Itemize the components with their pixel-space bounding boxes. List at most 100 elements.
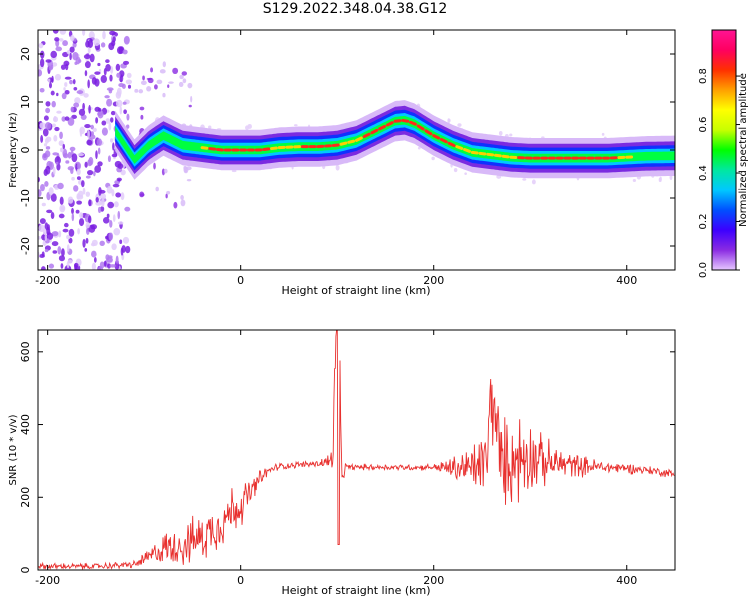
noise-blob xyxy=(56,92,59,97)
noise-blob xyxy=(125,245,131,254)
halo-spot xyxy=(509,133,513,137)
noise-blob xyxy=(51,231,59,237)
noise-blob xyxy=(86,139,93,146)
noise-blob xyxy=(115,192,122,198)
noise-blob xyxy=(44,122,52,130)
noise-blob xyxy=(87,129,90,139)
ridge-core xyxy=(401,118,410,123)
noise-blob xyxy=(89,53,95,63)
noise-blob xyxy=(107,201,115,209)
snr-y-tick-label: 200 xyxy=(19,487,32,508)
noise-blob xyxy=(42,128,49,137)
noise-blob xyxy=(110,65,114,74)
noise-blob xyxy=(97,108,102,112)
noise-blob xyxy=(39,218,46,224)
snr-y-tick-label: 600 xyxy=(19,341,32,362)
noise-blob xyxy=(38,69,43,77)
noise-blob xyxy=(109,220,113,228)
noise-blob xyxy=(62,152,69,159)
noise-blob xyxy=(172,67,179,75)
noise-blob xyxy=(154,84,158,90)
noise-blob xyxy=(78,108,86,116)
noise-blob xyxy=(39,87,45,93)
noise-blob xyxy=(49,82,52,89)
noise-blob xyxy=(140,114,144,120)
noise-blob xyxy=(75,209,80,214)
noise-blob xyxy=(61,248,65,257)
halo-spot xyxy=(632,179,637,183)
spectrogram-y-tick-label: 0 xyxy=(19,147,32,154)
noise-blob xyxy=(106,87,114,91)
colorbar-tick-label: 0.8 xyxy=(698,68,709,84)
noise-blob xyxy=(60,263,64,269)
ridge-core xyxy=(501,154,510,159)
noise-blob xyxy=(166,190,171,195)
noise-blob xyxy=(92,127,97,132)
noise-blob xyxy=(111,243,117,251)
noise-blob xyxy=(100,75,107,84)
noise-blob xyxy=(165,193,168,199)
noise-blob xyxy=(64,116,70,121)
colorbar-tick-label: 0.6 xyxy=(698,117,709,133)
noise-blob xyxy=(76,168,81,176)
noise-blob xyxy=(88,156,94,166)
halo-spot xyxy=(531,179,536,185)
noise-blob xyxy=(85,175,91,179)
noise-blob xyxy=(69,34,75,41)
noise-blob xyxy=(120,192,125,201)
spectrogram-y-tick-label: -10 xyxy=(19,189,32,207)
noise-blob xyxy=(52,30,59,34)
noise-blob xyxy=(100,198,105,207)
noise-blob xyxy=(106,98,113,107)
noise-blob xyxy=(62,143,66,150)
noise-blob xyxy=(79,126,85,135)
noise-blob xyxy=(95,197,99,203)
noise-blob xyxy=(53,134,58,142)
ridge-core xyxy=(262,147,271,152)
noise-blob xyxy=(88,104,91,114)
snr-x-axis-label: Height of straight line (km) xyxy=(281,584,430,597)
noise-blob xyxy=(71,213,75,222)
ridge-core xyxy=(378,124,386,131)
noise-blob xyxy=(119,77,123,82)
ridge-core xyxy=(362,132,371,139)
halo-spot xyxy=(448,118,451,123)
noise-blob xyxy=(127,84,132,89)
noise-blob xyxy=(115,63,121,72)
noise-blob xyxy=(140,80,147,86)
colorbar-tick-label: 0.2 xyxy=(698,214,709,230)
spectrogram-y-tick-label: -20 xyxy=(19,237,32,255)
noise-blob xyxy=(85,222,90,229)
noise-blob xyxy=(97,206,102,214)
noise-blob xyxy=(111,153,118,158)
snr-plot-frame xyxy=(37,329,676,571)
noise-blob xyxy=(187,82,193,89)
noise-blob xyxy=(67,151,72,159)
noise-blob xyxy=(125,79,133,85)
noise-blob xyxy=(67,117,75,126)
noise-blob xyxy=(112,183,120,188)
ridge-core xyxy=(270,146,278,151)
ridge-core xyxy=(493,153,502,158)
noise-blob xyxy=(95,201,102,206)
ridge-core xyxy=(355,136,363,142)
noise-blob xyxy=(90,124,95,130)
noise-blob xyxy=(126,72,132,79)
noise-blob xyxy=(74,61,78,66)
ridge-core xyxy=(331,143,340,147)
noise-blob xyxy=(94,165,102,173)
noise-blob xyxy=(79,212,84,219)
snr-x-tick-label: 400 xyxy=(616,574,637,587)
noise-blob xyxy=(88,199,92,207)
spectrogram-x-ticks: -200 0 200 400 xyxy=(35,30,637,287)
noise-blob xyxy=(167,84,170,88)
noise-blob xyxy=(60,64,66,70)
noise-blob xyxy=(120,169,126,176)
noise-blob xyxy=(84,70,88,77)
noise-blob xyxy=(125,124,130,129)
noise-blob xyxy=(74,97,81,105)
noise-blob xyxy=(50,212,55,220)
ridge-core xyxy=(385,121,394,127)
noise-blob xyxy=(58,213,65,219)
noise-blob xyxy=(95,117,99,124)
